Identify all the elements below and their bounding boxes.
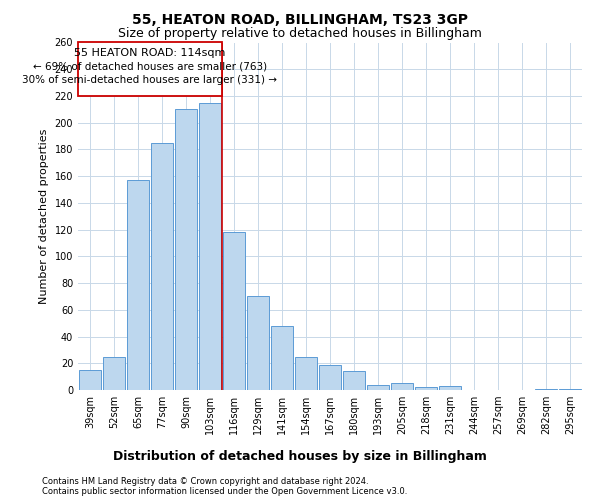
Text: Contains public sector information licensed under the Open Government Licence v3: Contains public sector information licen… <box>42 488 407 496</box>
Bar <box>391 384 413 390</box>
Bar <box>367 384 389 390</box>
Bar <box>559 388 581 390</box>
Bar <box>223 232 245 390</box>
Text: 30% of semi-detached houses are larger (331) →: 30% of semi-detached houses are larger (… <box>23 74 277 85</box>
Text: 55 HEATON ROAD: 114sqm: 55 HEATON ROAD: 114sqm <box>74 48 226 58</box>
Text: Distribution of detached houses by size in Billingham: Distribution of detached houses by size … <box>113 450 487 463</box>
Bar <box>79 370 101 390</box>
Text: Size of property relative to detached houses in Billingham: Size of property relative to detached ho… <box>118 28 482 40</box>
Bar <box>103 356 125 390</box>
Bar <box>343 372 365 390</box>
Bar <box>199 102 221 390</box>
Y-axis label: Number of detached properties: Number of detached properties <box>39 128 49 304</box>
Bar <box>439 386 461 390</box>
Text: Contains HM Land Registry data © Crown copyright and database right 2024.: Contains HM Land Registry data © Crown c… <box>42 478 368 486</box>
Bar <box>295 356 317 390</box>
Bar <box>415 388 437 390</box>
Bar <box>271 326 293 390</box>
Bar <box>151 142 173 390</box>
Bar <box>175 110 197 390</box>
Bar <box>319 364 341 390</box>
Bar <box>127 180 149 390</box>
Text: 55, HEATON ROAD, BILLINGHAM, TS23 3GP: 55, HEATON ROAD, BILLINGHAM, TS23 3GP <box>132 12 468 26</box>
FancyBboxPatch shape <box>78 42 222 96</box>
Bar <box>247 296 269 390</box>
Text: ← 69% of detached houses are smaller (763): ← 69% of detached houses are smaller (76… <box>33 61 267 71</box>
Bar <box>535 388 557 390</box>
